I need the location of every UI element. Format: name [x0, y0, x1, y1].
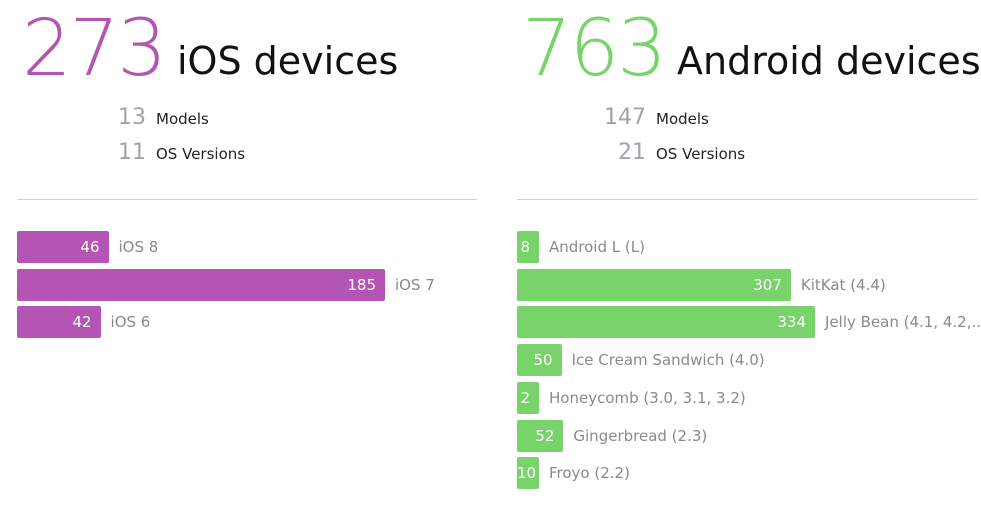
- category-label: iOS 8: [118, 238, 159, 256]
- bar-value-label: 2: [520, 388, 530, 407]
- bar-value-label: 307: [753, 275, 782, 294]
- divider: [17, 199, 477, 200]
- bar: [517, 457, 539, 490]
- stat-value: 147: [604, 105, 646, 130]
- category-label: iOS 6: [110, 313, 151, 332]
- stat-label: Models: [156, 110, 209, 128]
- bar: [17, 306, 101, 339]
- bar: [517, 381, 539, 414]
- stat-value: 21: [618, 140, 646, 165]
- bar-value-label: 185: [347, 275, 376, 294]
- bar: [517, 306, 815, 339]
- stat-label: Models: [656, 110, 709, 128]
- bar-value-label: 50: [533, 351, 553, 370]
- stat-label: OS Versions: [156, 145, 246, 163]
- bar: [17, 231, 109, 263]
- panel-title: Android devices: [677, 39, 981, 83]
- bar: [517, 231, 539, 263]
- panel-title: iOS devices: [177, 39, 399, 83]
- bar: [517, 268, 791, 301]
- device-count: 273: [22, 4, 167, 94]
- bar-value-label: 334: [777, 313, 806, 332]
- bar-value-label: 8: [520, 238, 530, 256]
- bar: [517, 344, 562, 377]
- category-label: Jelly Bean (4.1, 4.2,...: [825, 313, 981, 332]
- device-count: 763: [522, 4, 667, 94]
- category-label: Gingerbread (2.3): [573, 426, 708, 445]
- category-label: iOS 7: [395, 275, 435, 294]
- category-label: Honeycomb (3.0, 3.1, 3.2): [549, 388, 746, 407]
- category-label: Froyo (2.2): [549, 464, 630, 483]
- bar: [17, 268, 385, 301]
- stat-value: 13: [118, 105, 146, 130]
- bar: [517, 419, 564, 452]
- divider: [517, 199, 977, 200]
- bar-value-label: 46: [80, 238, 100, 256]
- bar-value-label: 42: [72, 313, 92, 332]
- bar-value-label: 10: [517, 464, 537, 483]
- stat-value: 11: [118, 140, 146, 165]
- category-label: Android L (L): [549, 238, 645, 256]
- bar-value-label: 52: [535, 426, 555, 445]
- category-label: KitKat (4.4): [800, 275, 886, 294]
- stat-label: OS Versions: [656, 145, 746, 163]
- category-label: Ice Cream Sandwich (4.0): [571, 351, 765, 370]
